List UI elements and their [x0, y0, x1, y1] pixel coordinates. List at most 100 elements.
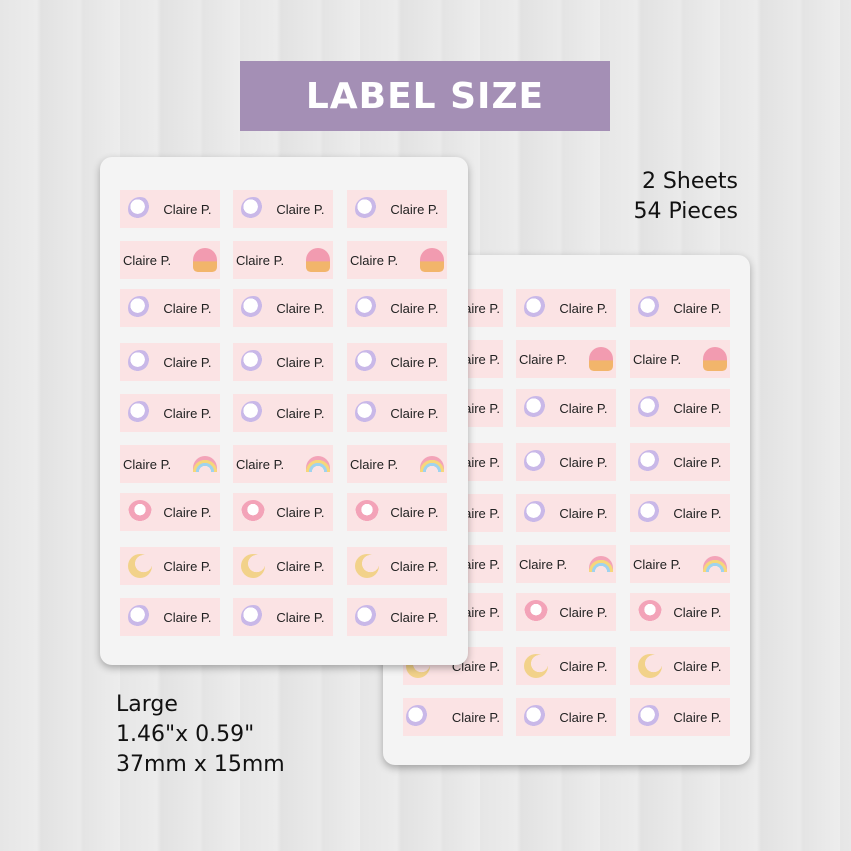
name-label: Claire P.	[630, 443, 730, 481]
size-inches: 1.46"x 0.59"	[116, 722, 255, 747]
unicorn-icon	[241, 401, 266, 425]
label-name: Claire P.	[276, 504, 325, 520]
label-name: Claire P.	[163, 354, 212, 370]
name-label: Claire P.	[516, 340, 616, 378]
pinkunicorn-icon	[524, 600, 549, 624]
label-name: Claire P.	[519, 556, 568, 572]
label-name: Claire P.	[276, 405, 325, 421]
name-label: Claire P.	[630, 545, 730, 583]
size-mm: 37mm x 15mm	[116, 752, 285, 777]
unicorn-icon	[355, 401, 380, 425]
sheet-count: 2 Sheets	[641, 169, 738, 194]
label-name: Claire P.	[390, 558, 439, 574]
name-label: Claire P.	[347, 289, 447, 327]
label-name: Claire P.	[673, 604, 722, 620]
label-name: Claire P.	[559, 709, 608, 725]
name-label: Claire P.	[120, 493, 220, 531]
label-name: Claire P.	[673, 400, 722, 416]
unicorn-icon	[241, 605, 266, 629]
label-name: Claire P.	[276, 354, 325, 370]
size-name: Large	[116, 692, 178, 717]
unicorn-icon	[128, 401, 153, 425]
name-label: Claire P.	[347, 598, 447, 636]
label-name: Claire P.	[350, 456, 399, 472]
unicorn-icon	[355, 296, 380, 320]
unicorn-icon	[524, 501, 549, 525]
name-label: Claire P.	[516, 647, 616, 685]
piece-count: 54 Pieces	[633, 199, 738, 224]
label-name: Claire P.	[350, 252, 399, 268]
label-name: Claire P.	[276, 558, 325, 574]
name-label: Claire P.	[233, 394, 333, 432]
label-name: Claire P.	[673, 505, 722, 521]
label-name: Claire P.	[559, 400, 608, 416]
label-name: Claire P.	[236, 252, 285, 268]
unicorn-icon	[241, 350, 266, 374]
unicorn-icon	[406, 705, 430, 729]
moon-icon	[241, 554, 266, 578]
label-name: Claire P.	[559, 300, 608, 316]
name-label: Claire P.	[233, 190, 333, 228]
name-label: Claire P.	[630, 593, 730, 631]
name-label: Claire P.	[630, 289, 730, 327]
label-name: Claire P.	[673, 658, 722, 674]
unicorn-icon	[355, 350, 380, 374]
label-name: Claire P.	[673, 709, 722, 725]
unicorn-icon	[638, 396, 663, 420]
label-name: Claire P.	[276, 201, 325, 217]
rainbow-icon	[589, 556, 613, 572]
cupcake-icon	[306, 248, 330, 272]
label-name: Claire P.	[163, 300, 212, 316]
label-name: Claire P.	[451, 709, 500, 725]
unicorn-icon	[524, 296, 549, 320]
name-label: Claire P.	[347, 493, 447, 531]
name-label: Claire P.	[630, 494, 730, 532]
label-name: Claire P.	[633, 351, 682, 367]
name-label: Claire P.	[120, 241, 220, 279]
label-name: Claire P.	[236, 456, 285, 472]
name-label: Claire P.	[233, 289, 333, 327]
name-label: Claire P.	[516, 593, 616, 631]
name-label: Claire P.	[516, 443, 616, 481]
unicorn-icon	[524, 705, 549, 729]
label-name: Claire P.	[163, 609, 212, 625]
pinkunicorn-icon	[241, 500, 266, 524]
name-label: Claire P.	[347, 547, 447, 585]
name-label: Claire P.	[630, 698, 730, 736]
pinkunicorn-icon	[355, 500, 380, 524]
name-label: Claire P.	[347, 343, 447, 381]
label-name: Claire P.	[123, 252, 172, 268]
name-label: Claire P.	[347, 394, 447, 432]
name-label: Claire P.	[120, 445, 220, 483]
name-label: Claire P.	[347, 190, 447, 228]
label-name: Claire P.	[163, 504, 212, 520]
front-label-sheet: Claire P. Claire P. Claire P. Claire P. Clai…	[100, 157, 468, 665]
rainbow-icon	[306, 456, 330, 472]
label-name: Claire P.	[163, 558, 212, 574]
moon-icon	[638, 654, 663, 678]
name-label: Claire P.	[233, 493, 333, 531]
name-label: Claire P.	[516, 389, 616, 427]
name-label: Claire P.	[233, 343, 333, 381]
unicorn-icon	[241, 296, 266, 320]
unicorn-icon	[355, 197, 380, 221]
label-name: Claire P.	[559, 505, 608, 521]
label-name: Claire P.	[673, 300, 722, 316]
unicorn-icon	[638, 296, 663, 320]
unicorn-icon	[128, 605, 153, 629]
unicorn-icon	[128, 350, 153, 374]
sheet-count-info: 2 Sheets 54 Pieces	[633, 167, 738, 227]
label-name: Claire P.	[559, 604, 608, 620]
label-name: Claire P.	[390, 354, 439, 370]
cupcake-icon	[703, 347, 727, 371]
name-label: Claire P.	[516, 494, 616, 532]
name-label: Claire P.	[516, 289, 616, 327]
name-label: Claire P.	[233, 445, 333, 483]
label-name: Claire P.	[390, 504, 439, 520]
label-name: Claire P.	[390, 405, 439, 421]
label-name: Claire P.	[163, 405, 212, 421]
size-info: Large 1.46"x 0.59" 37mm x 15mm	[116, 690, 285, 780]
name-label: Claire P.	[630, 647, 730, 685]
unicorn-icon	[638, 450, 663, 474]
unicorn-icon	[638, 501, 663, 525]
